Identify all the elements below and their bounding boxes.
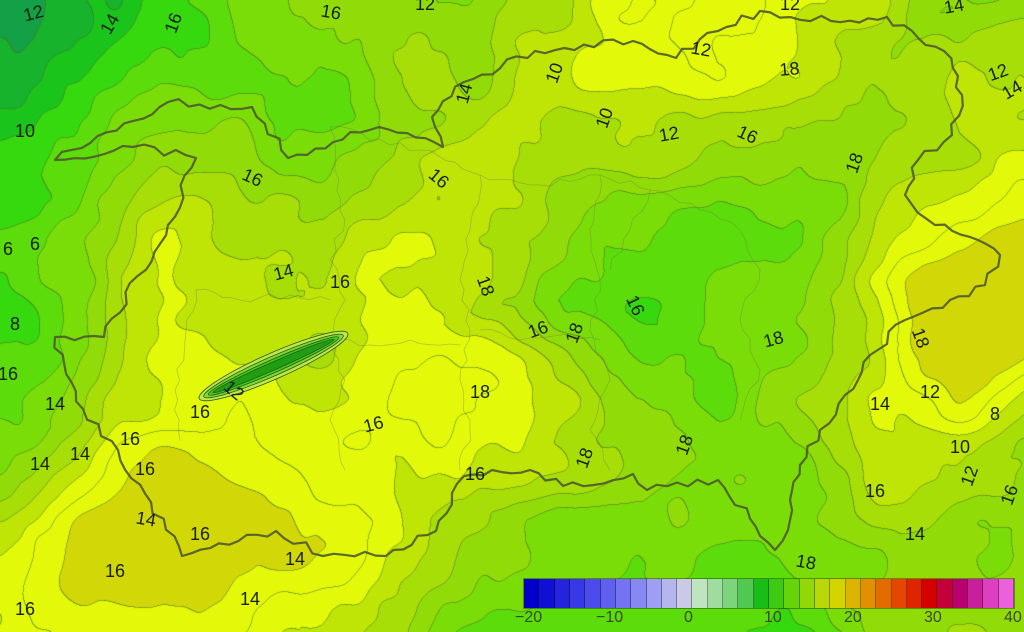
svg-text:16: 16 <box>190 524 210 544</box>
svg-text:16: 16 <box>120 429 140 449</box>
svg-text:18: 18 <box>842 150 868 176</box>
svg-text:14: 14 <box>285 549 305 569</box>
svg-text:12: 12 <box>920 382 940 402</box>
svg-text:18: 18 <box>779 58 801 80</box>
svg-text:14: 14 <box>452 81 477 106</box>
svg-text:16: 16 <box>239 164 266 191</box>
svg-text:16: 16 <box>997 482 1023 508</box>
svg-text:14: 14 <box>240 589 260 609</box>
svg-text:10: 10 <box>15 121 35 141</box>
svg-text:16: 16 <box>319 1 342 24</box>
svg-text:14: 14 <box>45 394 65 414</box>
svg-text:12: 12 <box>689 38 712 61</box>
svg-text:14: 14 <box>96 10 123 37</box>
svg-text:14: 14 <box>134 508 157 531</box>
svg-text:16: 16 <box>15 599 35 619</box>
svg-text:16: 16 <box>190 402 210 422</box>
svg-text:16: 16 <box>330 272 350 292</box>
svg-text:10: 10 <box>542 60 568 86</box>
svg-text:6: 6 <box>3 239 13 259</box>
svg-text:14: 14 <box>942 0 965 18</box>
svg-text:6: 6 <box>30 234 40 254</box>
svg-text:12: 12 <box>780 0 800 14</box>
svg-text:12: 12 <box>657 123 680 146</box>
svg-text:16: 16 <box>465 464 485 484</box>
svg-text:14: 14 <box>870 394 890 414</box>
svg-text:16: 16 <box>734 121 761 148</box>
svg-text:16: 16 <box>0 364 18 384</box>
svg-text:16: 16 <box>622 292 649 319</box>
svg-text:8: 8 <box>990 404 1000 424</box>
svg-text:16: 16 <box>425 164 453 192</box>
svg-text:16: 16 <box>161 10 187 36</box>
svg-text:16: 16 <box>105 561 125 581</box>
svg-text:18: 18 <box>761 327 786 352</box>
svg-text:14: 14 <box>70 444 90 464</box>
svg-text:18: 18 <box>562 320 588 346</box>
svg-text:12: 12 <box>415 0 435 14</box>
svg-text:18: 18 <box>572 445 598 471</box>
svg-text:8: 8 <box>10 314 20 334</box>
svg-text:18: 18 <box>794 551 817 574</box>
svg-text:18: 18 <box>908 325 934 351</box>
svg-text:16: 16 <box>135 459 155 479</box>
svg-text:18: 18 <box>470 382 490 402</box>
svg-text:14: 14 <box>30 454 50 474</box>
svg-text:18: 18 <box>473 273 499 299</box>
svg-text:10: 10 <box>592 105 618 131</box>
svg-text:14: 14 <box>271 260 296 285</box>
svg-text:12: 12 <box>957 463 983 489</box>
svg-text:16: 16 <box>865 481 885 501</box>
svg-text:16: 16 <box>361 412 386 437</box>
svg-text:14: 14 <box>905 524 925 544</box>
svg-text:10: 10 <box>950 437 970 457</box>
svg-text:18: 18 <box>672 432 698 458</box>
svg-text:12: 12 <box>21 1 46 26</box>
